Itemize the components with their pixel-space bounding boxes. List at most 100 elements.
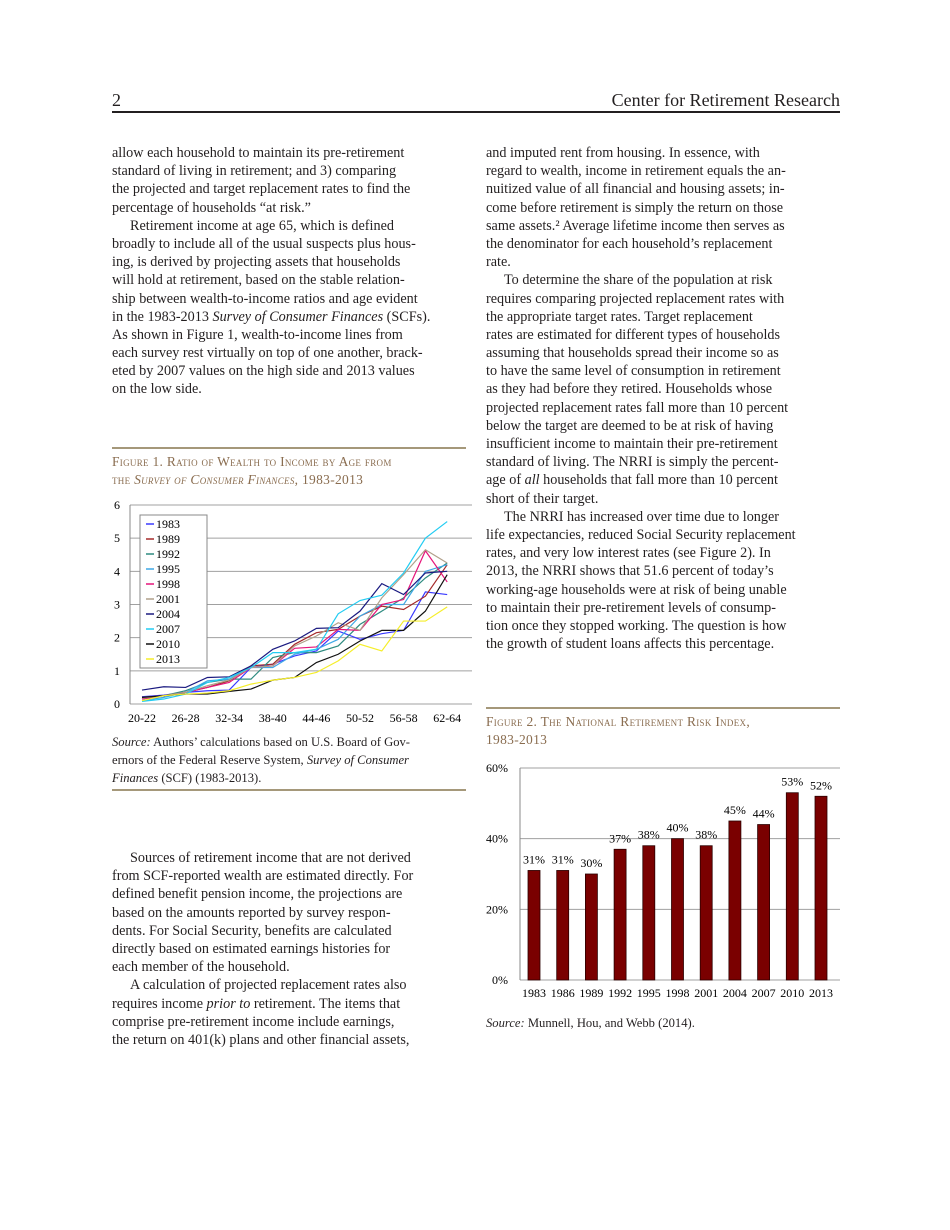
text-line: standard of living in retirement; and 3)… bbox=[112, 163, 397, 180]
caption-line: Finances (SCF) (1983-2013). bbox=[112, 771, 262, 785]
data-label: 38% bbox=[638, 828, 660, 842]
caption-line: ernors of the Federal Reserve System, Su… bbox=[112, 753, 409, 767]
text-line: Sources of retirement income that are no… bbox=[130, 850, 411, 866]
y-tick-label: 1 bbox=[114, 664, 120, 678]
text-line: requires income prior to retirement. The… bbox=[112, 995, 401, 1012]
text-line: nuitized value of all financial and hous… bbox=[486, 181, 785, 198]
text-line: Retirement income at age 65, which is de… bbox=[130, 217, 394, 234]
figure2-source: Source: Munnell, Hou, and Webb (2014). bbox=[486, 1014, 846, 1032]
legend-label: 2007 bbox=[156, 622, 180, 636]
y-tick-label: 5 bbox=[114, 531, 120, 545]
text-line: defined benefit pension income, the proj… bbox=[112, 886, 403, 903]
bar-1989 bbox=[585, 873, 598, 981]
x-tick-label: 62-64 bbox=[433, 711, 461, 725]
y-tick-label: 60% bbox=[486, 761, 508, 775]
text-line: insufficient income to maintain their pr… bbox=[486, 436, 778, 452]
series-line-1995 bbox=[141, 564, 448, 702]
text-line: as they had before they retired. Househo… bbox=[486, 381, 773, 398]
figure2-top-rule bbox=[486, 707, 840, 709]
bar-1998 bbox=[671, 838, 684, 981]
data-label: 31% bbox=[523, 852, 545, 866]
text-line: on the low side. bbox=[112, 381, 202, 398]
text-line: broadly to include all of the usual susp… bbox=[112, 235, 416, 252]
x-tick-label: 26-28 bbox=[172, 711, 200, 725]
text-line: will hold at retirement, based on the st… bbox=[112, 272, 405, 289]
text-line: tion once they stopped working. The ques… bbox=[486, 617, 787, 634]
legend-label: 1983 bbox=[156, 517, 180, 531]
caption-line: 1983-2013 bbox=[486, 732, 548, 747]
x-tick-label: 1995 bbox=[637, 986, 661, 1000]
x-tick-label: 2010 bbox=[780, 986, 804, 1000]
text-line: directly based on estimated earnings his… bbox=[112, 940, 391, 957]
running-header: Center for Retirement Research bbox=[611, 90, 840, 110]
text-line: in the 1983-2013 Survey of Consumer Fina… bbox=[112, 308, 431, 325]
text-line: to maintain their pre-retirement levels … bbox=[486, 599, 776, 616]
text-line: projected replacement rates fall more th… bbox=[486, 399, 789, 416]
figure1-caption: Figure 1. Ratio of Wealth to Income by A… bbox=[112, 453, 472, 489]
data-label: 44% bbox=[753, 807, 775, 821]
data-label: 30% bbox=[580, 856, 602, 870]
legend-label: 2004 bbox=[156, 607, 180, 621]
legend-label: 1995 bbox=[156, 562, 180, 576]
figure1-bottom-rule bbox=[112, 789, 466, 791]
text-line: the return on 401(k) plans and other fin… bbox=[112, 1031, 410, 1048]
legend-label: 2013 bbox=[156, 652, 180, 666]
text-line: based on the amounts reported by survey … bbox=[112, 904, 391, 921]
x-tick-label: 44-46 bbox=[302, 711, 330, 725]
caption-line: the Survey of Consumer Finances, 1983-20… bbox=[112, 472, 364, 487]
y-tick-label: 0% bbox=[492, 973, 508, 987]
caption-line: Source: Authors’ calculations based on U… bbox=[112, 735, 410, 749]
data-label: 38% bbox=[695, 828, 717, 842]
figure1-line-chart: 0 1 2 3 4 5 6 20-22 26-28 32-34 38-40 44-46 50-52 56-… bbox=[114, 498, 472, 725]
x-tick-label: 2007 bbox=[752, 986, 776, 1000]
text-line: same assets.² Average lifetime income th… bbox=[486, 217, 785, 234]
x-tick-label: 2013 bbox=[809, 986, 833, 1000]
right-column: and imputed rent from housing. In essenc… bbox=[486, 144, 846, 653]
text-line: percentage of households “at risk.” bbox=[112, 199, 311, 216]
data-label: 37% bbox=[609, 831, 631, 845]
x-tick-label: 2004 bbox=[723, 986, 747, 1000]
y-tick-label: 20% bbox=[486, 902, 508, 916]
text-line: A calculation of projected replacement r… bbox=[130, 977, 407, 994]
x-tick-label: 1989 bbox=[579, 986, 603, 1000]
bar-1986 bbox=[556, 870, 570, 981]
caption-line: Source: Munnell, Hou, and Webb (2014). bbox=[486, 1016, 695, 1030]
text-line: and imputed rent from housing. In essenc… bbox=[486, 145, 760, 161]
text-line: each survey rest virtually on top of one… bbox=[112, 345, 423, 362]
bar-2001 bbox=[699, 845, 713, 981]
x-tick-label: 38-40 bbox=[259, 711, 287, 725]
text-line: rate. bbox=[486, 254, 511, 271]
text-line: eted by 2007 values on the high side and… bbox=[112, 363, 415, 380]
bar-2007 bbox=[757, 824, 771, 981]
figure1-source: Source: Authors’ calculations based on U… bbox=[112, 733, 472, 787]
text-line: standard of living. The NRRI is simply t… bbox=[486, 454, 779, 471]
text-line: allow each household to maintain its pre… bbox=[112, 145, 405, 161]
bar-1983 bbox=[527, 870, 541, 981]
text-line: below the target are deemed to be at ris… bbox=[486, 417, 774, 434]
x-tick-label: 1992 bbox=[608, 986, 632, 1000]
data-label: 52% bbox=[810, 778, 832, 792]
legend-label: 2001 bbox=[156, 592, 180, 606]
left-column-bottom: Sources of retirement income that are no… bbox=[112, 849, 472, 1049]
text-line: working-age households were at risk of b… bbox=[486, 581, 787, 598]
legend-label: 1989 bbox=[156, 532, 180, 546]
text-line: The NRRI has increased over time due to … bbox=[504, 508, 779, 525]
bar-2010 bbox=[785, 792, 799, 981]
data-label: 40% bbox=[667, 821, 689, 835]
x-tick-label: 1986 bbox=[551, 986, 575, 1000]
caption-line: Figure 2. The National Retirement Risk I… bbox=[486, 714, 750, 729]
text-line: to have the same level of consumption in… bbox=[486, 363, 781, 380]
y-tick-label: 0 bbox=[114, 697, 120, 711]
x-tick-label: 20-22 bbox=[128, 711, 156, 725]
text-line: rates, and very low interest rates (see … bbox=[486, 545, 771, 562]
bar-2004 bbox=[728, 820, 742, 981]
figure2-bar-chart: 0% 20% 40% 60% 31% 1983 31% 1986 30% 1989 37% 1992 3… bbox=[486, 761, 840, 1000]
left-column-top: allow each household to maintain its pre… bbox=[112, 144, 472, 399]
y-tick-label: 40% bbox=[486, 832, 508, 846]
text-line: As shown in Figure 1, wealth-to-income l… bbox=[112, 326, 403, 343]
figure1-top-rule bbox=[112, 447, 466, 449]
data-label: 53% bbox=[781, 775, 803, 789]
x-tick-label: 50-52 bbox=[346, 711, 374, 725]
data-label: 45% bbox=[724, 803, 746, 817]
bar-2013 bbox=[814, 795, 828, 981]
